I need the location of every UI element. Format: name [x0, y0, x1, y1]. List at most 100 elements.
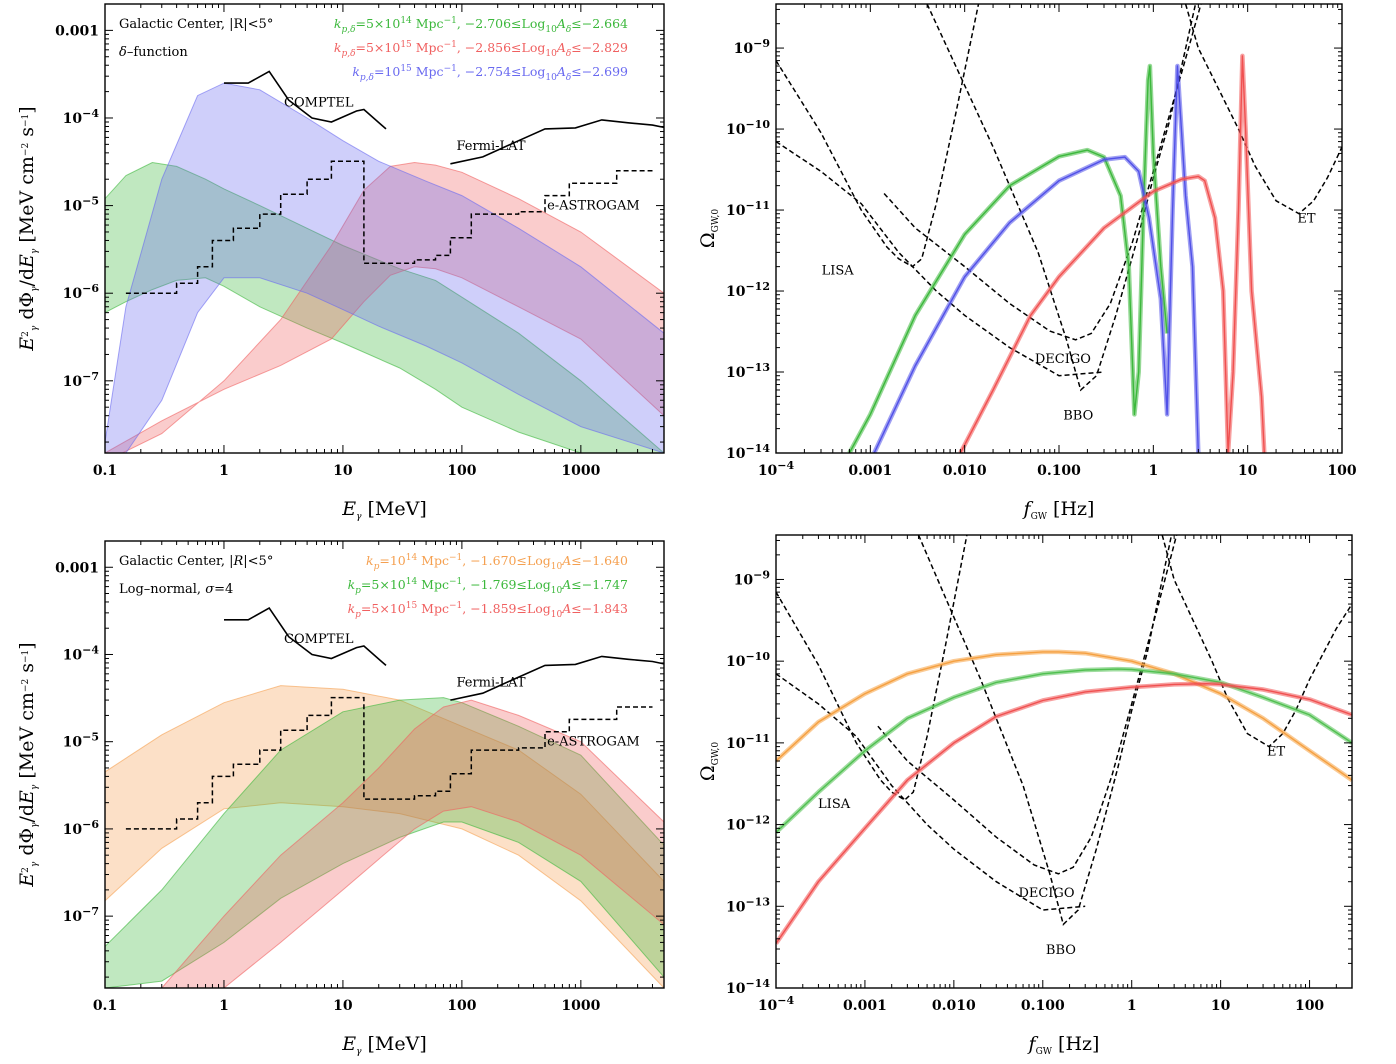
decigo-label: DECIGO	[1035, 352, 1091, 367]
y-tick-label: 10−14	[726, 977, 770, 997]
y-tick-label: 10−11	[726, 732, 770, 752]
comptel-label: COMPTEL	[284, 632, 354, 647]
legend-entry-2: kp=5×1015 Mpc−1, −1.859≤Log10A≤−1.843	[348, 601, 628, 620]
fermi-lat-curve	[450, 119, 664, 165]
x-tick-label: 100	[1327, 463, 1356, 479]
et-label: ET	[1267, 745, 1285, 760]
gw-series-band-1	[872, 63, 1201, 453]
y-tick-label: 10−10	[726, 118, 770, 138]
plot-area	[776, 4, 1342, 453]
lisa-sensitivity-curve	[776, 535, 968, 801]
annotation-profile: δ–function	[119, 45, 188, 60]
fermi-label: Fermi-LAT	[456, 139, 525, 154]
e-astrogam-curve	[125, 696, 653, 830]
fermi-label: Fermi-LAT	[456, 675, 525, 690]
annotation-region: Galactic Center, |R|<5°	[119, 554, 273, 569]
gw-series-line-1	[873, 65, 1199, 453]
x-tick-label: 100	[447, 463, 476, 479]
y-tick-label: 0.001	[55, 560, 99, 576]
x-tick-label: 10−4	[758, 994, 795, 1014]
x-tick-label: 10	[1211, 998, 1231, 1014]
panel-top-right: LISA DECIGO BBO ET fGW [Hz] ΩGW,0 10−4 0.001 0.0…	[697, 3, 1357, 522]
e-astrogam-curve	[125, 160, 653, 294]
y-axis-label-text: E2γ dΦγ/dEγ [MeV cm−2 s−1]	[16, 106, 40, 351]
et-label: ET	[1297, 212, 1315, 227]
comptel-curve	[224, 607, 387, 667]
band-series-0	[105, 685, 664, 988]
x-tick-label: 0.1	[93, 998, 117, 1014]
y-tick-label: 10−11	[726, 199, 770, 219]
x-tick-label: 0.100	[1021, 998, 1065, 1014]
astrogam-label: e-ASTROGAM	[547, 199, 640, 214]
decigo-sensitivity-curve	[883, 4, 1202, 341]
gw-series-line-1	[776, 668, 1352, 834]
x-tick-label: 10−4	[758, 459, 795, 479]
x-tick-label: 0.010	[943, 463, 987, 479]
plot-frame	[104, 3, 665, 454]
gw-series-line-0	[848, 65, 1168, 453]
comptel-label: COMPTEL	[284, 96, 354, 111]
x-axis-label: Eγ [MeV]	[341, 498, 427, 522]
x-tick-label: 0.001	[848, 463, 892, 479]
panel-bottom-right: LISA DECIGO BBO ET fGW [Hz] ΩGW,0 10−4 0.001 0.0…	[697, 534, 1353, 1057]
x-tick-label: 1	[1127, 998, 1137, 1014]
y-axis-label-text: ΩGW,0	[697, 209, 721, 248]
plot-area	[776, 535, 1352, 945]
legend-entry-1: kp=5×1014 Mpc−1, −1.769≤Log10A≤−1.747	[348, 577, 628, 596]
bbo-label: BBO	[1046, 943, 1076, 958]
y-tick-label: 10−5	[63, 195, 99, 215]
x-axis-label: fGW [Hz]	[1027, 1033, 1100, 1057]
x-tick-label: 1	[1148, 463, 1158, 479]
band-series-1	[105, 161, 664, 453]
x-tick-label: 10	[1238, 463, 1258, 479]
x-tick-label: 10	[333, 463, 353, 479]
x-tick-label: 10	[333, 998, 353, 1014]
x-tick-label: 1	[219, 463, 229, 479]
band-series-2	[161, 699, 664, 988]
y-axis-label: ΩGW,0	[697, 209, 721, 248]
comptel-curve	[224, 70, 387, 130]
y-tick-label: 10−13	[726, 361, 770, 381]
gw-series-band-0	[847, 63, 1170, 453]
band-series-0	[105, 161, 664, 453]
decigo-label: DECIGO	[1018, 886, 1074, 901]
astrogam-label: e-ASTROGAM	[547, 735, 640, 750]
x-tick-label: 0.100	[1037, 463, 1081, 479]
x-tick-label: 0.1	[93, 463, 117, 479]
fermi-lat-curve	[450, 655, 664, 701]
y-tick-label: 10−7	[63, 905, 99, 925]
y-tick-label: 10−4	[63, 107, 100, 127]
y-axis-label-text: E2γ dΦγ/dEγ [MeV cm−2 s−1]	[16, 642, 40, 887]
legend-entry-2: kp,δ=1015 Mpc−1, −2.754≤Log10Aδ≤−2.699	[352, 64, 628, 83]
legend-entry-0: kp,δ=5×1014 Mpc−1, −2.706≤Log10Aδ≤−2.664	[334, 16, 628, 35]
y-tick-label: 0.001	[55, 23, 99, 39]
y-tick-label: 10−12	[726, 814, 770, 834]
x-tick-label: 1000	[561, 998, 600, 1014]
y-tick-label: 10−7	[63, 370, 99, 390]
bbo-sensitivity-curve	[917, 535, 1173, 926]
lisa-label: LISA	[822, 263, 855, 278]
lisa-sensitivity-curve	[776, 4, 980, 268]
x-axis-label: fGW [Hz]	[1022, 498, 1095, 522]
x-tick-label: 100	[1295, 998, 1324, 1014]
plot-area	[105, 70, 664, 453]
x-axis-label: Eγ [MeV]	[341, 1033, 427, 1057]
x-tick-label: 1	[219, 998, 229, 1014]
et-sensitivity-curve	[1184, 4, 1342, 215]
plot-frame	[775, 3, 1343, 454]
band-series-2	[105, 82, 664, 453]
bbo-label: BBO	[1063, 408, 1093, 423]
x-tick-label: 100	[447, 998, 476, 1014]
y-tick-label: 10−6	[63, 282, 100, 302]
gw-series-line-2	[776, 683, 1352, 944]
annotation-profile: Log–normal, σ=4	[119, 582, 233, 597]
y-axis-label-text: ΩGW,0	[697, 742, 721, 781]
gw-series-line-0	[776, 651, 1352, 781]
plot-area	[105, 607, 664, 988]
y-tick-label: 10−12	[726, 280, 770, 300]
x-tick-label: 0.001	[843, 998, 887, 1014]
panel-bottom-left: COMPTEL Fermi-LAT e-ASTROGAM Galactic Cente…	[16, 540, 665, 1057]
y-axis-label: E2γ dΦγ/dEγ [MeV cm−2 s−1]	[16, 106, 40, 351]
gw-series-line-2	[959, 55, 1265, 453]
